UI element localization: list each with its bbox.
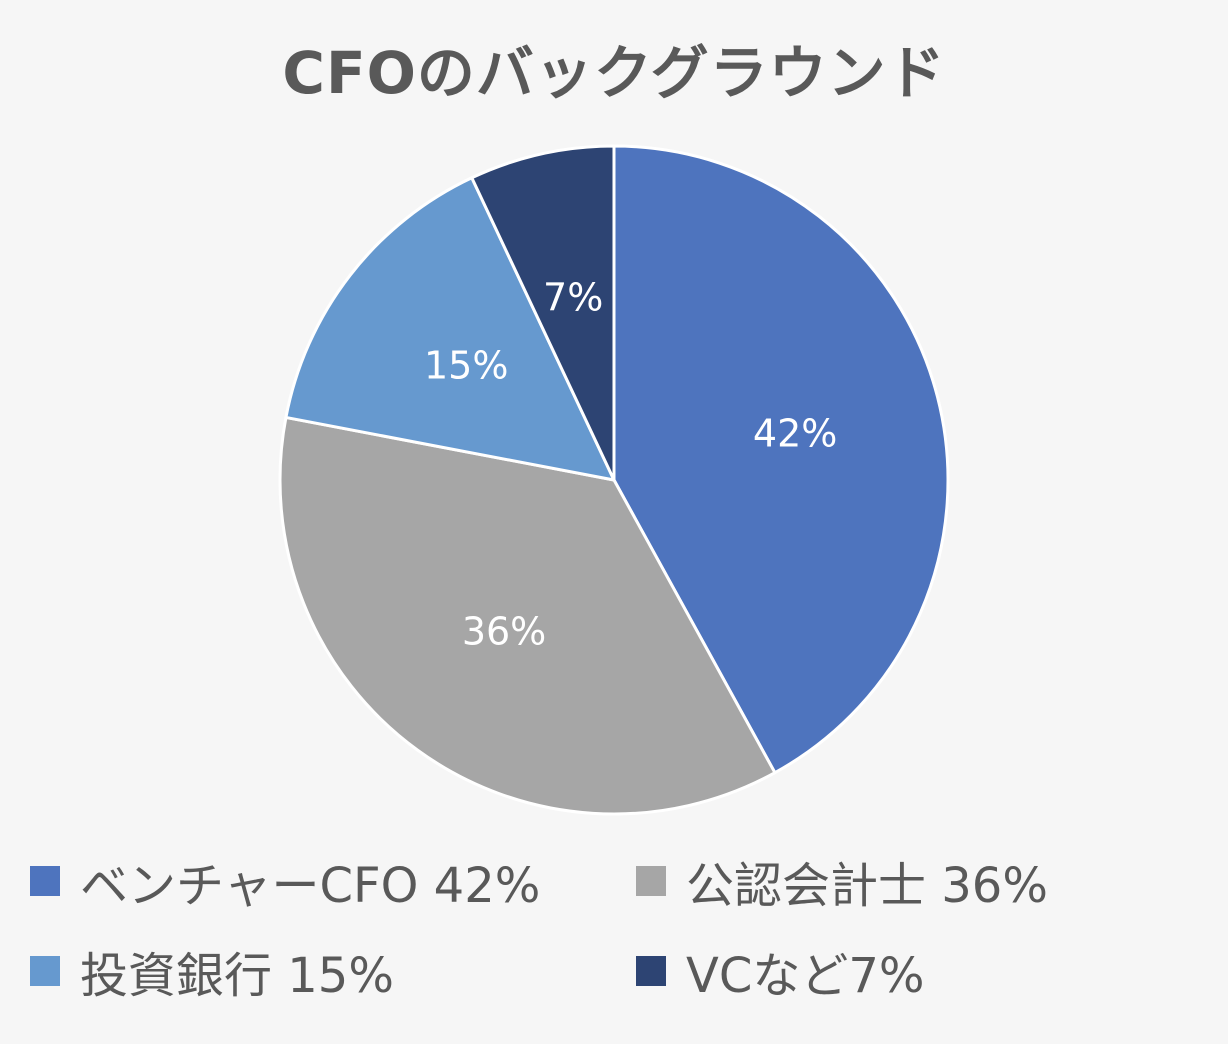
legend-swatch-venture-cfo <box>30 866 60 896</box>
legend-item-vc[interactable]: VCなど7% <box>636 936 925 1006</box>
data-label-investment-bank: 15% <box>424 343 508 387</box>
pie-slice-vc[interactable] <box>470 144 616 482</box>
legend-swatch-cpa <box>636 866 666 896</box>
data-label-cpa: 36% <box>462 609 546 653</box>
chart-title: CFOのバックグラウンド <box>282 39 946 107</box>
pie-slice-cpa[interactable] <box>278 415 777 816</box>
legend-item-cpa[interactable]: 公認会計士 36% <box>636 846 1048 916</box>
legend-item-investment-bank[interactable]: 投資銀行 15% <box>30 936 394 1006</box>
legend-label-cpa: 公認会計士 36% <box>686 858 1048 914</box>
legend-label-vc: VCなど7% <box>686 948 925 1004</box>
legend-swatch-investment-bank <box>30 956 60 986</box>
data-label-vc: 7% <box>543 275 603 319</box>
legend-swatch-vc <box>636 956 666 986</box>
legend-label-venture-cfo: ベンチャーCFO 42% <box>80 858 541 914</box>
legend-label-investment-bank: 投資銀行 15% <box>80 948 394 1004</box>
pie-slices <box>278 144 950 816</box>
legend-item-venture-cfo[interactable]: ベンチャーCFO 42% <box>30 846 540 916</box>
data-label-venture-cfo: 42% <box>753 411 837 455</box>
pie-slice-venture-cfo[interactable] <box>612 144 950 775</box>
pie-slice-investment-bank[interactable] <box>284 176 616 482</box>
pie-data-labels: 42% 36% 15% 7% <box>424 275 837 653</box>
pie-chart: 42% 36% 15% 7% <box>278 144 950 816</box>
